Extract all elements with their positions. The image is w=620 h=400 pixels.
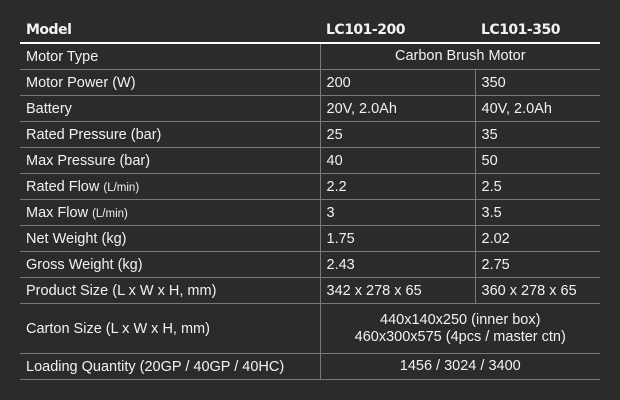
row-label: Max Pressure (bar)	[20, 147, 321, 174]
value-cell: 3	[320, 199, 476, 226]
label-text: Battery	[26, 100, 72, 117]
value-cell: 25	[320, 121, 476, 148]
label-text: Gross Weight (kg)	[26, 256, 143, 273]
value-cell: 50	[475, 147, 600, 174]
table-row: Max Flow (L/min) 3 3.5	[20, 199, 600, 226]
label-text: Rated Pressure (bar)	[26, 126, 162, 143]
row-label: Gross Weight (kg)	[20, 251, 321, 278]
value-cell: 2.43	[320, 251, 476, 278]
model-name: LC101-350	[475, 17, 600, 44]
table-row: Rated Flow (L/min) 2.2 2.5	[20, 173, 600, 200]
row-label: Motor Power (W)	[20, 69, 321, 96]
table-row: Gross Weight (kg) 2.43 2.75	[20, 251, 600, 278]
spec-table: Model LC101-200 LC101-350 Motor Type Carb…	[20, 17, 600, 380]
value-cell: 2.02	[475, 225, 600, 252]
table-row: Motor Power (W) 200 350	[20, 69, 600, 96]
label-text: Loading Quantity (20GP / 40GP / 40HC)	[26, 358, 285, 375]
header-label: Model	[20, 17, 320, 44]
label-text: Motor Power (W)	[26, 74, 136, 91]
row-label: Max Flow (L/min)	[20, 199, 321, 226]
value-cell: 3.5	[475, 199, 600, 226]
label-text: Rated Flow	[26, 178, 100, 195]
cell-line: 1456 / 3024 / 3400	[399, 358, 521, 374]
cell-line: Carbon Brush Motor	[394, 48, 526, 64]
value-cell: 20V, 2.0Ah	[320, 95, 476, 122]
table-row: Rated Pressure (bar) 25 35	[20, 121, 600, 148]
value-cell: 2.2	[320, 173, 476, 200]
table-row: Carton Size (L x W x H, mm) 440x140x250 (…	[20, 303, 600, 354]
row-label: Loading Quantity (20GP / 40GP / 40HC)	[20, 353, 321, 380]
row-label: Product Size (L x W x H, mm)	[20, 277, 321, 304]
label-text: Motor Type	[26, 48, 99, 65]
label-text: Max Flow	[26, 204, 89, 221]
value-cell: 360 x 278 x 65	[475, 277, 600, 304]
row-label: Rated Flow (L/min)	[20, 173, 321, 200]
label-unit: (L/min)	[92, 207, 128, 220]
value-cell: 1.75	[320, 225, 476, 252]
label-text: Max Pressure (bar)	[26, 152, 151, 169]
value-cell: 35	[475, 121, 600, 148]
model-name: LC101-200	[320, 17, 475, 44]
value-cell: 40	[320, 147, 476, 174]
table-row: Max Pressure (bar) 40 50	[20, 147, 600, 174]
label-text: Carton Size (L x W x H, mm)	[26, 320, 210, 337]
row-label: Motor Type	[20, 43, 321, 70]
value-cell: 350	[475, 69, 600, 96]
row-label: Net Weight (kg)	[20, 225, 321, 252]
row-label: Battery	[20, 95, 321, 122]
value-cell: 200	[320, 69, 476, 96]
table-row: Product Size (L x W x H, mm) 342 x 278 x …	[20, 277, 600, 304]
merged-cell: Carbon Brush Motor	[320, 43, 600, 70]
table-row: Battery 20V, 2.0Ah 40V, 2.0Ah	[20, 95, 600, 122]
cell-line: 460x300x575 (4pcs / master ctn)	[354, 328, 566, 345]
label-unit: (L/min)	[103, 181, 140, 194]
value-cell: 2.75	[475, 251, 600, 278]
cell-line: 440x140x250 (inner box)	[380, 311, 541, 328]
label-text: Net Weight (kg)	[26, 230, 127, 247]
merged-cell: 440x140x250 (inner box) 460x300x575 (4pcs…	[320, 303, 600, 354]
row-label: Rated Pressure (bar)	[20, 121, 321, 148]
spec-table-wrap: Model LC101-200 LC101-350 Motor Type Carb…	[20, 17, 600, 380]
value-cell: 342 x 278 x 65	[320, 277, 476, 304]
table-row: Motor Type Carbon Brush Motor	[20, 43, 600, 70]
value-cell: 2.5	[475, 173, 600, 200]
table-row: Net Weight (kg) 1.75 2.02	[20, 225, 600, 252]
table-row: Loading Quantity (20GP / 40GP / 40HC) 145…	[20, 353, 600, 380]
table-body: Motor Type Carbon Brush Motor Motor Power …	[20, 43, 600, 380]
row-label: Carton Size (L x W x H, mm)	[20, 303, 321, 354]
merged-cell: 1456 / 3024 / 3400	[320, 353, 600, 380]
value-cell: 40V, 2.0Ah	[475, 95, 600, 122]
header-row: Model LC101-200 LC101-350	[20, 17, 600, 44]
label-text: Product Size (L x W x H, mm)	[26, 282, 217, 299]
